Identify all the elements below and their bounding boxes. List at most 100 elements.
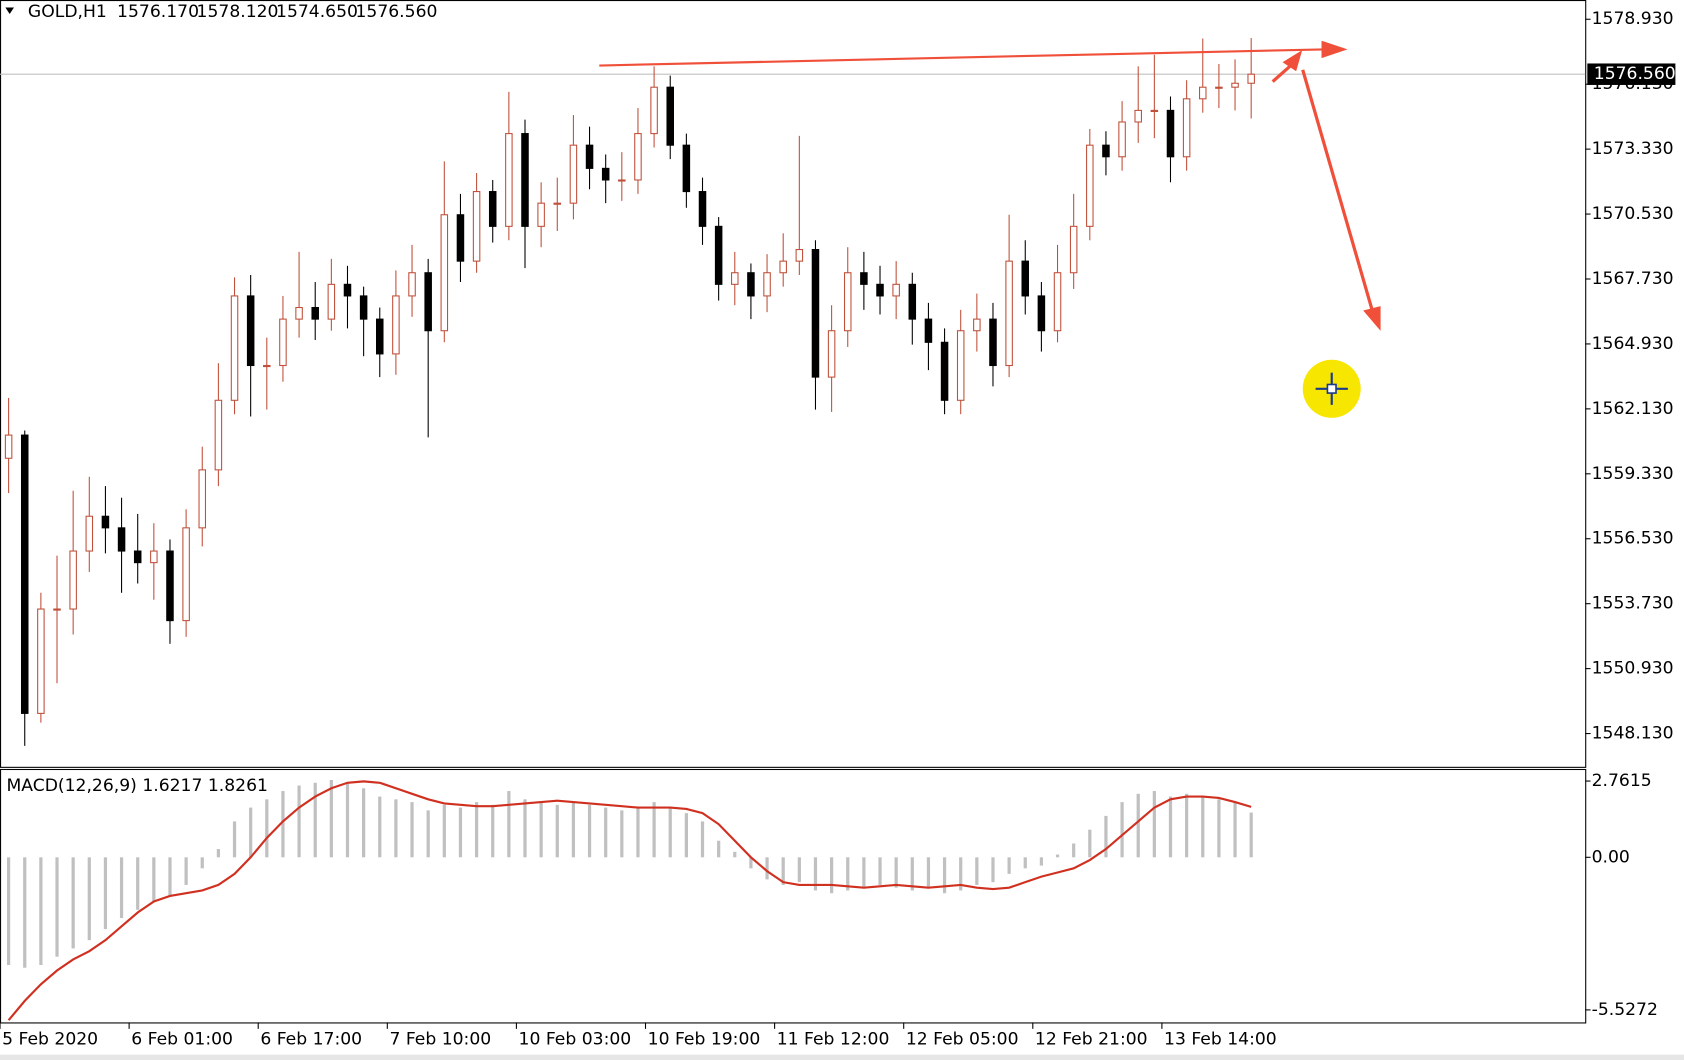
macd-bar bbox=[87, 857, 91, 941]
macd-bar bbox=[362, 788, 366, 858]
candle-body bbox=[618, 179, 626, 182]
macd-bar bbox=[1233, 802, 1237, 858]
macd-bar bbox=[523, 799, 527, 858]
candle-body bbox=[20, 434, 29, 714]
candle-body bbox=[488, 191, 497, 227]
x-tick-label: 7 Feb 10:00 bbox=[389, 1030, 491, 1050]
current-price-box bbox=[1587, 63, 1676, 85]
macd-bar bbox=[846, 857, 850, 891]
candle-body bbox=[85, 515, 94, 552]
candle-body bbox=[731, 272, 739, 285]
macd-bar bbox=[1152, 791, 1156, 858]
candle-body bbox=[1005, 260, 1013, 367]
candle-body bbox=[1069, 225, 1078, 274]
close-label: 1576.560 bbox=[355, 2, 437, 22]
candle-body bbox=[1102, 144, 1110, 158]
x-tick-label: 12 Feb 05:00 bbox=[906, 1030, 1019, 1050]
candle-body bbox=[1134, 109, 1142, 123]
candle-body bbox=[1021, 260, 1030, 297]
macd-bar bbox=[878, 857, 882, 885]
candle-body bbox=[956, 330, 965, 401]
arrow-head bbox=[1282, 50, 1303, 72]
candle-body bbox=[1215, 86, 1223, 89]
candle-body bbox=[408, 272, 416, 297]
macd-bar bbox=[636, 807, 640, 858]
candle-body bbox=[376, 318, 384, 355]
arrow-line bbox=[1271, 63, 1294, 83]
candle-body bbox=[860, 272, 868, 285]
macd-bar bbox=[216, 849, 221, 858]
menu-arrow[interactable] bbox=[5, 7, 14, 14]
candle-body bbox=[263, 364, 271, 368]
plot: 1578.9301576.1301573.3301570.5301567.730… bbox=[0, 9, 1676, 1050]
macd-bar bbox=[975, 857, 979, 885]
macd-bar bbox=[458, 807, 463, 858]
candle-body bbox=[101, 515, 110, 529]
macd-bar bbox=[1088, 829, 1092, 858]
candle-body bbox=[666, 86, 674, 146]
cursor-box bbox=[1326, 383, 1337, 394]
candle-body bbox=[327, 283, 336, 320]
macd-bar bbox=[184, 857, 188, 885]
macd-bar bbox=[6, 857, 11, 965]
y-tick-label: 2.7615 bbox=[1592, 771, 1652, 791]
y-tick-label: 1567.730 bbox=[1592, 269, 1674, 289]
candle-body bbox=[714, 225, 723, 285]
macd-bar bbox=[394, 799, 398, 858]
macd-bar bbox=[1120, 802, 1124, 858]
macd-bar bbox=[1185, 793, 1189, 858]
macd-bar bbox=[152, 857, 156, 902]
macd-bar bbox=[1072, 843, 1076, 858]
x-tick-label: 13 Feb 14:00 bbox=[1164, 1030, 1277, 1050]
macd-bar bbox=[959, 857, 963, 891]
macd-bar bbox=[136, 857, 140, 910]
y-tick-label: 1553.730 bbox=[1592, 594, 1674, 614]
symbol: GOLD,H1 bbox=[28, 2, 107, 22]
annotations bbox=[599, 40, 1381, 331]
candle-body bbox=[440, 214, 449, 332]
candle-body bbox=[1199, 86, 1207, 100]
y-tick-label: 1559.330 bbox=[1592, 464, 1674, 484]
macd-bar bbox=[442, 804, 446, 858]
macd-bar bbox=[1007, 857, 1011, 874]
candle-body bbox=[1231, 82, 1239, 88]
current-price-label: 1576.560 bbox=[1594, 64, 1676, 84]
macd-bar bbox=[749, 857, 753, 869]
candle-body bbox=[779, 260, 787, 274]
y-tick-label: 1573.330 bbox=[1592, 139, 1674, 159]
candle-body bbox=[505, 133, 513, 227]
macd-bar bbox=[378, 796, 382, 858]
macd-bar bbox=[39, 857, 43, 965]
x-tick-label: 12 Feb 21:00 bbox=[1035, 1030, 1148, 1050]
candle-body bbox=[456, 214, 465, 262]
x-tick-label: 11 Feb 12:00 bbox=[777, 1030, 890, 1050]
macd-bar bbox=[1168, 796, 1173, 858]
macd-bar bbox=[249, 807, 253, 858]
candle-body bbox=[359, 295, 368, 320]
y-tick-label: 1556.530 bbox=[1592, 529, 1674, 549]
candle-body bbox=[924, 318, 933, 343]
candle-body bbox=[1086, 144, 1094, 227]
candle-body bbox=[537, 202, 545, 227]
macd-bar bbox=[313, 782, 317, 858]
y-tick-label: 1550.930 bbox=[1592, 659, 1674, 679]
high-label: 1578.120 bbox=[197, 2, 279, 22]
low-label: 1574.650 bbox=[276, 2, 358, 22]
macd-bar bbox=[265, 799, 269, 858]
macd-pane bbox=[0, 768, 1587, 1024]
macd-bar bbox=[604, 807, 608, 858]
macd-bar bbox=[1136, 793, 1140, 858]
candle-body bbox=[811, 249, 820, 378]
candle-body bbox=[279, 318, 287, 367]
macd-bar bbox=[717, 840, 721, 858]
macd-bar bbox=[281, 791, 285, 858]
macd-bar bbox=[910, 857, 914, 891]
macd-bar bbox=[426, 810, 430, 858]
candle-body bbox=[521, 133, 529, 227]
candle-body bbox=[198, 469, 207, 529]
open-label: 1576.170 bbox=[117, 2, 199, 22]
macd-bar bbox=[813, 857, 818, 891]
candle-body bbox=[747, 272, 755, 297]
macd-bar bbox=[474, 802, 479, 858]
candle-body bbox=[876, 283, 884, 297]
